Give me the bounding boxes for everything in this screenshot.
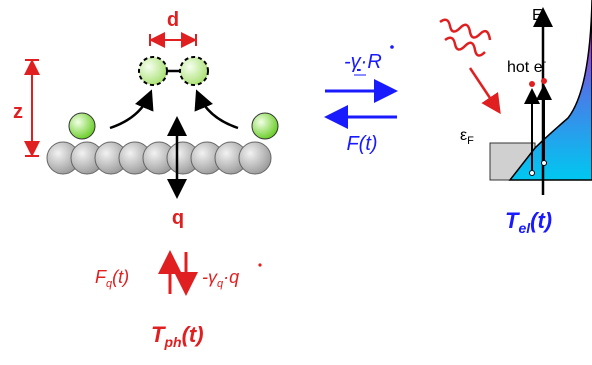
d-indicator xyxy=(150,34,196,46)
text: hot e xyxy=(507,59,543,76)
z-indicator xyxy=(25,60,39,156)
text: ε xyxy=(460,127,467,144)
electron xyxy=(529,81,535,87)
arrow xyxy=(198,94,238,128)
laser-pulse xyxy=(440,20,490,40)
overdot xyxy=(258,263,261,266)
diagram: q d z -γ·R F(t) E hot e- εF Tel(t) Fq(t)… xyxy=(0,0,592,365)
phonon-friction: -γq·q xyxy=(202,267,239,290)
text: (t) xyxy=(530,208,552,233)
electron xyxy=(541,78,547,84)
arrow xyxy=(470,68,498,110)
overdot xyxy=(390,45,394,49)
text: · xyxy=(361,51,368,73)
text: q xyxy=(229,267,239,287)
hot-electrons-label: hot e- xyxy=(507,56,547,76)
text: ph xyxy=(163,334,181,350)
text: - xyxy=(543,56,547,68)
laser-pulse xyxy=(445,38,485,56)
text: F xyxy=(467,135,474,147)
text: (t) xyxy=(182,322,204,347)
force-term: F(t) xyxy=(346,133,377,155)
text: R xyxy=(367,51,381,73)
hole xyxy=(542,161,547,166)
arrow xyxy=(110,94,150,128)
energy-label: E xyxy=(532,7,543,24)
molecule-atom xyxy=(139,57,167,85)
friction-term: -γ·R xyxy=(344,51,382,73)
molecule-atom xyxy=(180,57,208,85)
surface xyxy=(47,142,271,174)
fermi-label: εF xyxy=(460,127,474,147)
atom xyxy=(252,113,278,139)
d-label: d xyxy=(167,9,179,31)
phonon-force: Fq(t) xyxy=(95,267,129,290)
atom xyxy=(69,113,95,139)
phonon-temperature: Tph(t) xyxy=(151,322,204,350)
hole xyxy=(530,171,535,176)
q-label: q xyxy=(172,207,184,229)
electron-temperature: Tel(t) xyxy=(505,208,552,236)
text: (t) xyxy=(112,267,129,287)
text: -γ xyxy=(202,267,218,287)
z-label: z xyxy=(13,101,23,123)
